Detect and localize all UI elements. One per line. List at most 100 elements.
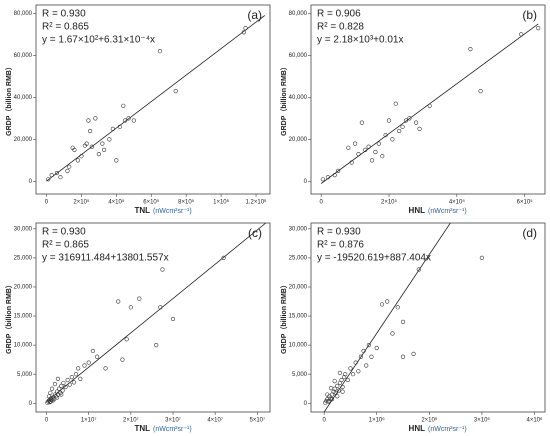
point bbox=[390, 137, 395, 142]
point bbox=[329, 397, 335, 402]
point bbox=[48, 390, 53, 395]
point bbox=[366, 343, 371, 348]
point bbox=[49, 173, 54, 178]
point bbox=[137, 296, 142, 301]
annotation: R = 0.930 bbox=[317, 227, 361, 238]
panel-label: (b) bbox=[522, 8, 537, 22]
annotation: R² = 0.865 bbox=[42, 240, 89, 251]
y-tick-label: 15,000 bbox=[14, 314, 33, 320]
y-tick-label: 5,000 bbox=[292, 372, 308, 378]
point bbox=[103, 366, 108, 371]
x-axis-label: HNL bbox=[409, 206, 426, 215]
x-tick-label: 0 bbox=[320, 200, 324, 206]
point bbox=[58, 175, 63, 180]
point bbox=[383, 133, 388, 138]
plot-frame bbox=[35, 222, 271, 413]
point bbox=[400, 319, 406, 324]
point bbox=[346, 145, 351, 150]
point bbox=[349, 160, 354, 165]
point bbox=[414, 120, 419, 125]
y-tick-label: 10,000 bbox=[14, 343, 33, 349]
x-tick-label: 6×10⁵ bbox=[517, 199, 534, 206]
plot-frame bbox=[310, 222, 546, 413]
point bbox=[373, 149, 378, 155]
x-axis-label: HNL bbox=[409, 424, 426, 433]
point bbox=[120, 357, 125, 362]
annotation: y = 316911.484+13801.557x bbox=[42, 253, 169, 264]
annotation: R = 0.906 bbox=[317, 9, 361, 20]
point bbox=[356, 369, 361, 374]
point bbox=[243, 26, 248, 31]
point bbox=[352, 141, 358, 146]
point bbox=[61, 380, 66, 386]
point bbox=[335, 394, 340, 399]
point bbox=[385, 299, 390, 304]
point bbox=[86, 118, 91, 123]
x-tick-label: 2×10⁷ bbox=[123, 417, 139, 424]
point bbox=[332, 379, 337, 384]
point bbox=[337, 370, 343, 376]
point bbox=[416, 267, 421, 272]
point bbox=[57, 386, 62, 391]
point bbox=[89, 144, 94, 149]
point bbox=[128, 305, 133, 310]
point bbox=[325, 175, 331, 180]
point bbox=[158, 305, 163, 310]
y-tick-label: 0 bbox=[304, 179, 308, 185]
x-tick-label: 2×10⁵ bbox=[73, 199, 90, 206]
point bbox=[95, 354, 100, 359]
y-axis-label: GRDP（billion RMB） bbox=[280, 63, 288, 136]
y-tick-label: 20,000 bbox=[289, 285, 308, 291]
point bbox=[400, 354, 406, 359]
x-tick-label: 1×10⁶ bbox=[369, 417, 386, 424]
point bbox=[78, 376, 83, 381]
point bbox=[114, 158, 119, 163]
y-tick-label: 0 bbox=[304, 401, 308, 407]
point bbox=[121, 103, 126, 108]
point bbox=[170, 316, 176, 322]
point bbox=[157, 49, 163, 54]
point bbox=[71, 380, 77, 385]
point bbox=[417, 126, 422, 131]
x-tick-label: 8×10⁵ bbox=[178, 199, 195, 206]
x-tick-label: 6×10⁵ bbox=[143, 199, 160, 206]
y-axis-label: GRDP（billion RMB） bbox=[5, 281, 13, 354]
x-tick-label: 1.2×10⁶ bbox=[246, 199, 268, 206]
x-tick-label: 1×10⁶ bbox=[213, 199, 230, 206]
point bbox=[59, 383, 64, 388]
point bbox=[173, 88, 178, 94]
point bbox=[536, 26, 541, 31]
point bbox=[88, 128, 93, 134]
point bbox=[369, 354, 374, 359]
point bbox=[340, 389, 345, 394]
y-tick-label: 80,000 bbox=[289, 11, 308, 17]
point bbox=[63, 384, 68, 390]
point bbox=[67, 382, 72, 387]
point bbox=[386, 118, 392, 123]
y-tick-label: 30,000 bbox=[289, 226, 308, 232]
x-tick-label: 4×10⁶ bbox=[526, 417, 543, 424]
point bbox=[342, 375, 347, 380]
point bbox=[110, 126, 115, 131]
point bbox=[350, 372, 356, 377]
annotation: R = 0.930 bbox=[42, 9, 86, 20]
point bbox=[73, 372, 79, 377]
point bbox=[122, 118, 128, 123]
plot-frame bbox=[310, 4, 546, 195]
y-tick-label: 40,000 bbox=[289, 95, 308, 101]
point bbox=[358, 354, 364, 359]
panel: 0 5,000 10,000 15,000 20,000 25,000 30,000 0 1×1… bbox=[5, 222, 271, 433]
point bbox=[100, 141, 105, 146]
annotation: R² = 0.876 bbox=[317, 240, 364, 251]
annotation: R = 0.930 bbox=[42, 227, 86, 238]
y-tick-label: 15,000 bbox=[289, 314, 308, 320]
point bbox=[332, 173, 337, 178]
x-tick-label: 1×10⁷ bbox=[81, 417, 97, 424]
x-tick-label: 0 bbox=[322, 418, 326, 424]
point bbox=[241, 30, 246, 35]
y-tick-label: 0 bbox=[29, 401, 33, 407]
point bbox=[374, 345, 379, 351]
point bbox=[160, 267, 165, 272]
y-tick-label: 10,000 bbox=[289, 343, 308, 349]
